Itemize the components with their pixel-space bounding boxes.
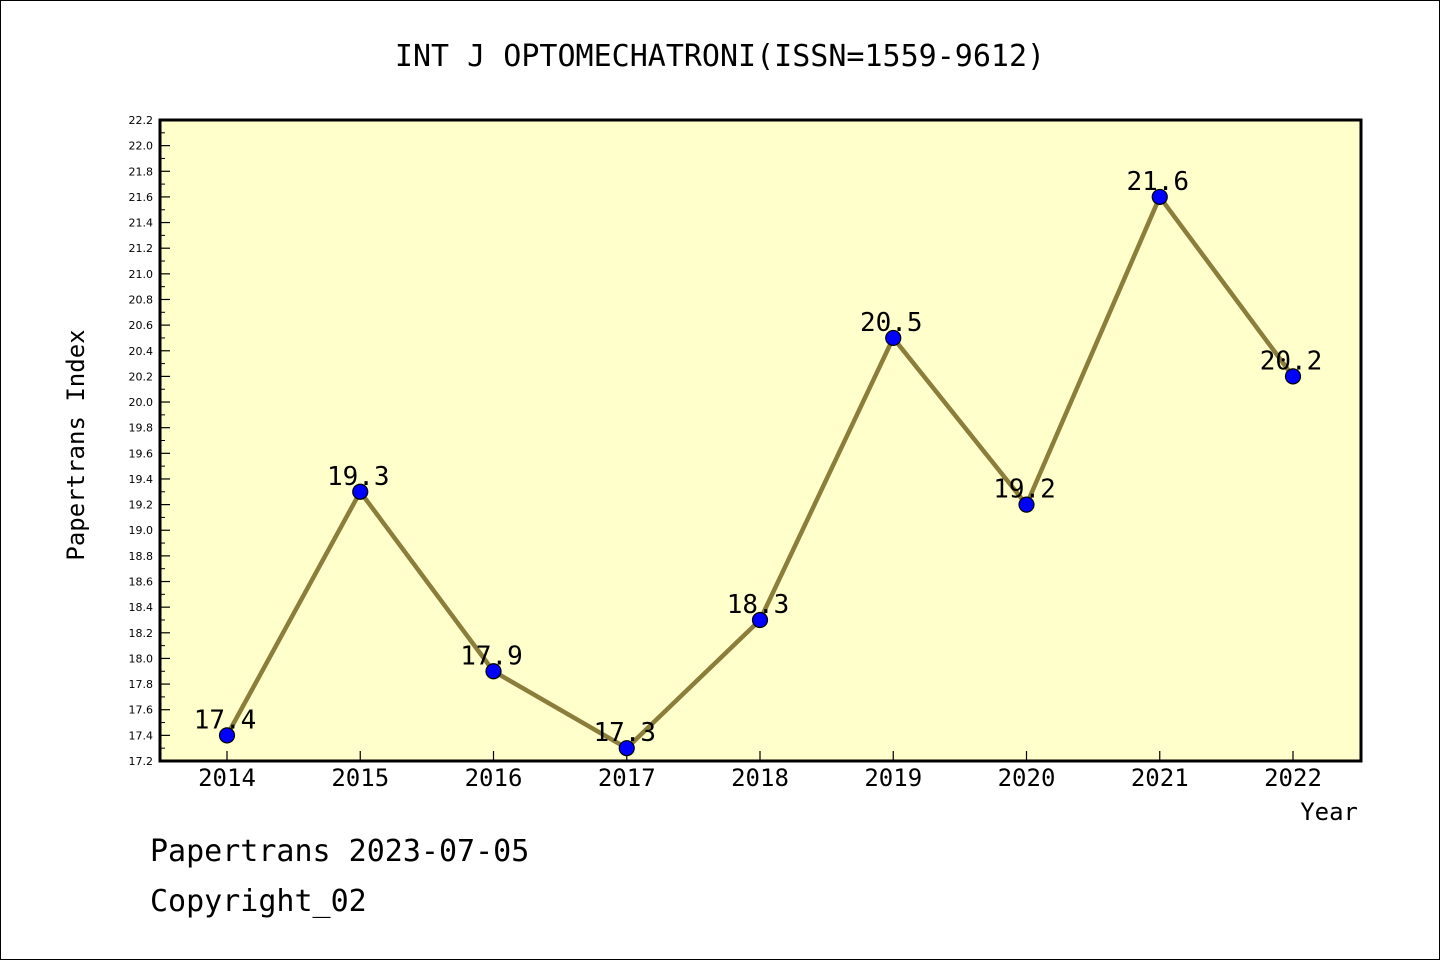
data-label: 19.2	[993, 475, 1056, 505]
y-tick-label: 21.2	[129, 242, 154, 255]
data-labels: 17.4 19.3 17.9 17.3 18.3 20.5 19.2 21.6 20.2	[194, 167, 1323, 748]
x-tick-label: 2014	[198, 764, 256, 792]
footer-date: Papertrans 2023-07-05	[150, 834, 530, 869]
y-tick-label: 21.8	[129, 165, 154, 178]
data-point	[485, 663, 502, 680]
y-tick-label: 18.4	[129, 601, 154, 614]
data-point	[885, 329, 902, 347]
plot-area	[158, 118, 1363, 763]
y-tick-label: 22.2	[129, 114, 154, 127]
x-tick-label: 2020	[998, 764, 1056, 792]
y-axis: 17.2 17.4 17.6 17.8 18.0 18.2 18.4 18.6 18.8 19.0…	[129, 114, 170, 768]
y-axis-label: Papertrans Index	[62, 329, 90, 560]
data-label: 17.3	[593, 718, 656, 748]
y-tick-label: 19.2	[129, 499, 154, 512]
y-tick-label: 22.0	[129, 140, 154, 153]
data-point	[1018, 496, 1035, 513]
y-tick-label: 20.2	[129, 370, 154, 383]
x-tick-label: 2015	[331, 764, 389, 792]
y-tick-label: 18.8	[129, 550, 154, 563]
y-tick-label: 20.6	[129, 319, 154, 332]
data-point	[618, 740, 635, 757]
y-tick-label: 17.4	[129, 729, 154, 742]
data-label: 20.2	[1260, 346, 1323, 376]
y-tick-label: 18.2	[129, 627, 154, 640]
x-tick-label: 2019	[864, 764, 922, 792]
x-tick-label: 2018	[731, 764, 789, 792]
x-tick-label: 2017	[598, 764, 656, 792]
data-point	[1284, 368, 1302, 385]
x-tick-label: 2016	[465, 764, 523, 792]
x-tick-label: 2021	[1131, 764, 1189, 792]
y-tick-label: 19.4	[129, 473, 154, 486]
x-axis-label: Year	[1300, 798, 1358, 826]
data-point	[218, 727, 236, 744]
y-tick-label: 17.8	[129, 678, 154, 691]
y-tick-label: 19.8	[129, 422, 154, 435]
y-tick-label: 21.6	[129, 191, 154, 204]
data-label: 20.5	[860, 308, 923, 338]
data-point	[751, 611, 769, 629]
data-label: 19.3	[327, 462, 390, 492]
y-tick-label: 20.8	[129, 293, 154, 306]
y-tick-label: 20.4	[129, 345, 154, 358]
y-tick-label: 19.6	[129, 447, 154, 460]
y-tick-label: 21.0	[129, 268, 154, 281]
y-tick-label: 18.0	[129, 652, 154, 665]
data-label: 21.6	[1126, 167, 1189, 197]
y-tick-label: 18.6	[129, 576, 154, 589]
y-tick-label: 19.0	[129, 524, 154, 537]
data-point	[1151, 188, 1168, 206]
data-label: 18.3	[727, 590, 790, 620]
y-tick-label: 20.0	[129, 396, 154, 409]
data-label: 17.4	[194, 705, 257, 735]
data-point	[352, 483, 369, 500]
x-tick-label: 2022	[1264, 764, 1322, 792]
chart-title: INT J OPTOMECHATRONI(ISSN=1559-9612)	[395, 39, 1045, 74]
footer-copyright: Copyright_02	[150, 884, 367, 919]
y-tick-label: 21.4	[129, 217, 154, 230]
data-label: 17.9	[460, 641, 523, 671]
y-tick-label: 17.6	[129, 704, 154, 717]
x-axis: 2014 2015 2016 2017 2018 2019 2020 2021 2022	[198, 751, 1322, 792]
data-points	[218, 188, 1302, 757]
y-tick-label: 17.2	[129, 755, 154, 768]
